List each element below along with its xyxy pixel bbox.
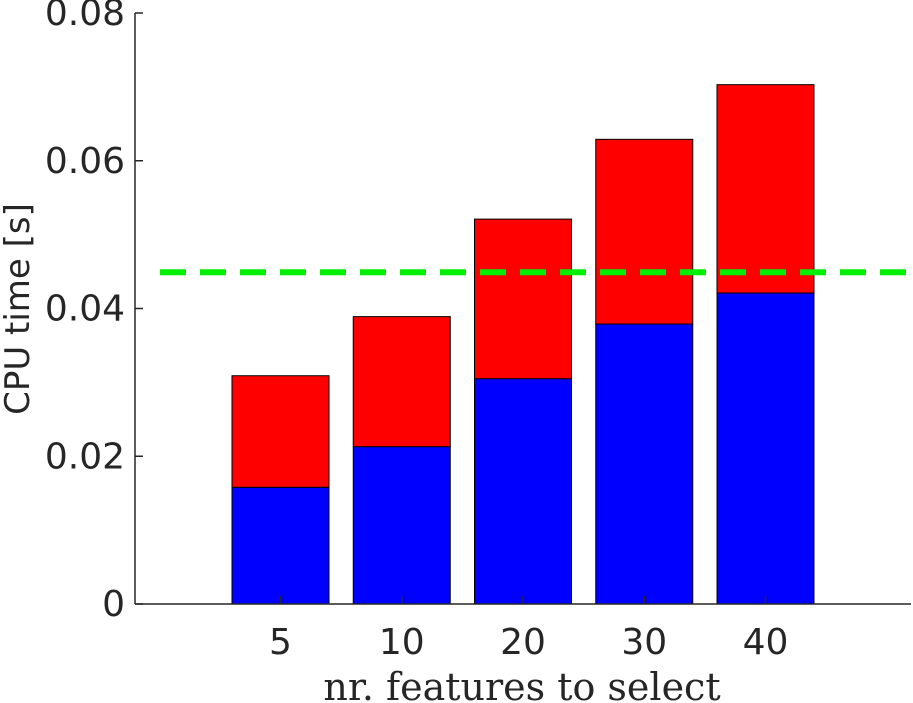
y-tick-label: 0.04 xyxy=(45,289,125,330)
bar-upper-segment-30 xyxy=(595,138,694,325)
y-tick-label: 0.08 xyxy=(45,0,125,34)
x-ticks-group: 5 10 20 30 40 xyxy=(269,596,788,663)
bar-lower-segment-10 xyxy=(352,446,451,605)
y-tick-label: 0.02 xyxy=(45,436,125,477)
bar-upper-segment-40 xyxy=(716,84,815,294)
y-tick-label: 0.06 xyxy=(45,141,125,182)
bar-lower-segment-5 xyxy=(231,486,330,605)
bar-lower-segment-30 xyxy=(595,323,694,605)
bar-upper-segment-10 xyxy=(352,316,451,448)
x-tick-label: 20 xyxy=(500,622,546,663)
y-axis-title: CPU time [s] xyxy=(0,203,38,415)
x-tick-label: 30 xyxy=(621,622,667,663)
y-tick-label: 0 xyxy=(102,584,125,625)
y-ticks-group: 0 0.02 0.04 0.06 0.08 xyxy=(45,0,143,625)
bar-upper-segment-20 xyxy=(474,218,572,380)
bar-lower-segment-40 xyxy=(716,292,815,605)
bar-lower-segment-20 xyxy=(474,378,572,605)
x-tick-label: 40 xyxy=(743,622,789,663)
bars-group xyxy=(231,84,815,605)
x-tick-label: 10 xyxy=(379,622,425,663)
x-axis-title: nr. features to select xyxy=(323,665,720,703)
x-tick-label: 5 xyxy=(269,622,292,663)
bar-upper-segment-5 xyxy=(231,375,330,488)
